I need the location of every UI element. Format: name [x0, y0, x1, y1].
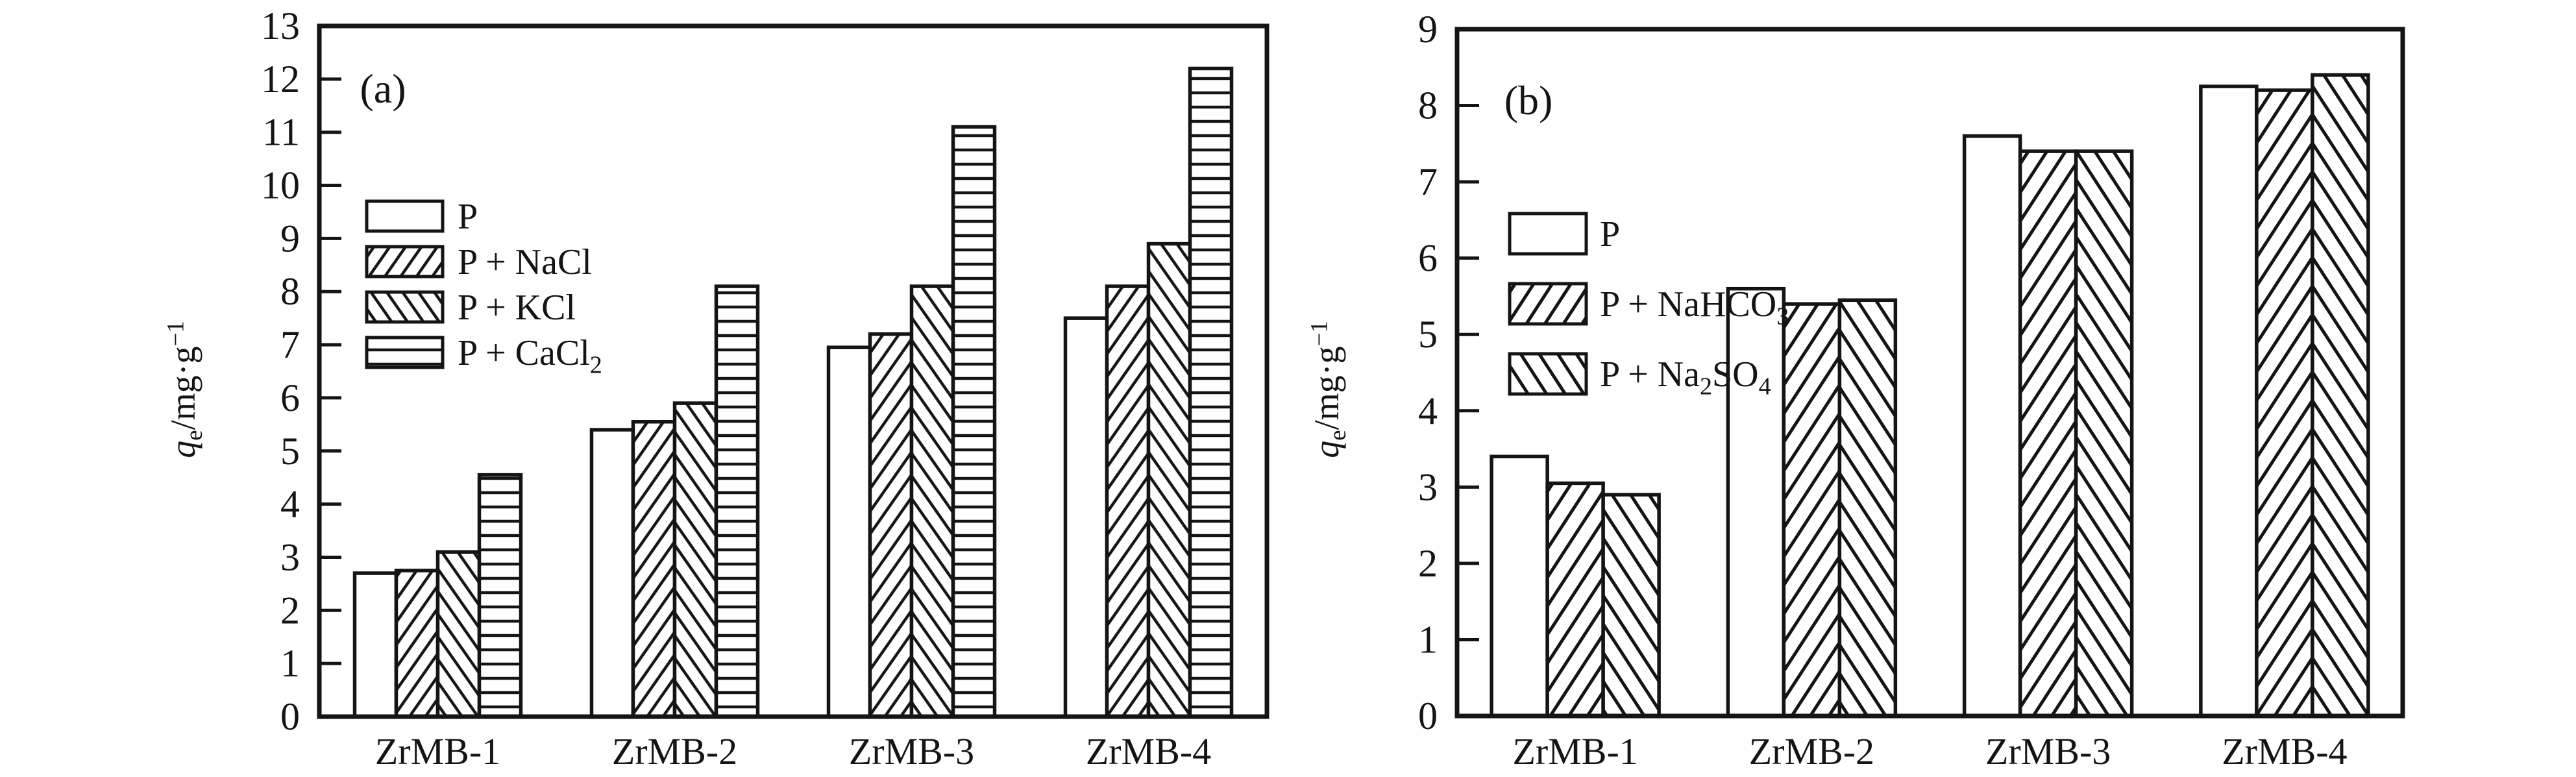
- ytick-label-a-12: 12: [261, 58, 300, 101]
- bar-a-ZrMB-3-P: [826, 345, 872, 719]
- bar-a-ZrMB-4-PCaCl2: [1188, 66, 1234, 719]
- ytick-label-b-6: 6: [1418, 237, 1438, 280]
- bar-a-ZrMB-3-PNaCl: [868, 332, 914, 719]
- ytick-label-b-5: 5: [1418, 313, 1438, 356]
- ytick-label-b-7: 7: [1418, 160, 1438, 203]
- bar-b-ZrMB-3-P: [1962, 134, 2022, 718]
- ytick-label-a-11: 11: [262, 111, 300, 154]
- xtick-label-b-ZrMB-1: ZrMB-1: [1512, 730, 1638, 772]
- bar-a-ZrMB-1-P: [352, 571, 399, 719]
- legend-a-PNaCl-label: P + NaCl: [458, 242, 592, 282]
- ytick-label-a-0: 0: [280, 695, 300, 738]
- legend-b-PNaHCO3-swatch: [1508, 282, 1588, 326]
- bar-a-ZrMB-2-PNaCl: [631, 420, 677, 719]
- ytick-label-a-13: 13: [261, 5, 300, 47]
- bar-a-ZrMB-1-PCaCl2: [477, 473, 523, 719]
- bar-a-ZrMB-3-PKCl: [909, 284, 955, 719]
- legend-a-P-swatch: [365, 199, 445, 233]
- legend-b-PNaHCO3-label: P + NaHCO3: [1600, 284, 1789, 330]
- ytick-label-b-4: 4: [1418, 389, 1438, 432]
- bar-a-ZrMB-3-PCaCl2: [951, 125, 997, 719]
- xtick-label-a-ZrMB-4: ZrMB-4: [1086, 730, 1211, 772]
- bar-b-ZrMB-3-PNa2SO4: [2074, 149, 2134, 718]
- bar-b-ZrMB-4-P: [2199, 84, 2259, 718]
- ytick-label-a-3: 3: [280, 536, 300, 578]
- xtick-label-b-ZrMB-3: ZrMB-3: [1985, 730, 2111, 772]
- legend-a-P-label: P: [458, 197, 478, 237]
- legend-b-PNa2SO4-swatch: [1508, 352, 1588, 396]
- legend-b: P P + NaHCO3 P + Na2SO4: [1508, 212, 1789, 400]
- bar-a-ZrMB-4-PNaCl: [1105, 284, 1151, 719]
- bar-b-ZrMB-1-PNaHCO3: [1545, 481, 1605, 718]
- bar-b-ZrMB-4-PNaHCO3: [2255, 88, 2314, 718]
- legend-a-PKCl-swatch: [365, 290, 445, 324]
- bar-a-ZrMB-4-PKCl: [1146, 241, 1192, 719]
- ytick-label-a-5: 5: [280, 430, 300, 473]
- bar-a-ZrMB-1-PKCl: [435, 550, 482, 719]
- xtick-label-a-ZrMB-2: ZrMB-2: [612, 730, 737, 772]
- xtick-label-b-ZrMB-2: ZrMB-2: [1749, 730, 1874, 772]
- ytick-label-b-1: 1: [1418, 618, 1438, 661]
- ytick-label-a-10: 10: [261, 164, 300, 207]
- ytick-label-a-2: 2: [280, 589, 300, 632]
- bar-a-ZrMB-4-P: [1063, 316, 1109, 719]
- bar-b-ZrMB-2-PNaHCO3: [1782, 302, 1842, 718]
- ytick-label-a-7: 7: [280, 323, 300, 366]
- ytick-label-a-9: 9: [280, 217, 300, 260]
- ytick-label-a-1: 1: [280, 642, 300, 685]
- bar-b-ZrMB-1-PNa2SO4: [1601, 493, 1661, 718]
- bar-a-ZrMB-2-PCaCl2: [714, 284, 760, 719]
- legend-a-PKCl-label: P + KCl: [458, 288, 576, 328]
- ytick-label-a-4: 4: [280, 483, 300, 526]
- bar-b-ZrMB-1-P: [1490, 454, 1549, 718]
- legend-b-PNa2SO4-label: P + Na2SO4: [1600, 354, 1771, 400]
- ytick-label-a-6: 6: [280, 376, 300, 419]
- bar-a-ZrMB-1-PNaCl: [394, 569, 440, 719]
- legend-a-PCaCl2-swatch: [365, 336, 445, 369]
- bar-a-ZrMB-2-P: [589, 428, 635, 719]
- ytick-label-b-0: 0: [1418, 695, 1438, 737]
- bar-b-ZrMB-2-PNa2SO4: [1837, 298, 1898, 718]
- y-axis-label-b: qe/mg·g−1: [1306, 321, 1351, 458]
- axes-frame-a: [317, 23, 1270, 719]
- bar-b-ZrMB-2-P: [1726, 286, 1786, 718]
- bar-b-ZrMB-4-PNa2SO4: [2311, 73, 2370, 718]
- bar-b-ZrMB-3-PNaHCO3: [2018, 149, 2078, 718]
- legend-a: P P + NaCl P + KCl P + CaCl2: [365, 197, 602, 378]
- legend-a-PNaCl-swatch: [365, 245, 445, 278]
- panel-tag-a: (a): [360, 66, 406, 112]
- legend-b-P-swatch: [1508, 212, 1588, 256]
- bar-a-ZrMB-2-PKCl: [672, 401, 718, 719]
- axes-frame-b: [1454, 27, 2405, 719]
- xtick-label-b-ZrMB-4: ZrMB-4: [2222, 730, 2347, 772]
- xtick-label-a-ZrMB-1: ZrMB-1: [375, 730, 500, 772]
- panel-b: 0 1 2 3 4 5 6 7 8 9 ZrMB-1 ZrMB-2 ZrMB-3 ZrMB-4 P P + N…: [1306, 8, 2405, 772]
- legend-a-PCaCl2-label: P + CaCl2: [458, 333, 602, 378]
- ytick-label-b-2: 2: [1418, 542, 1438, 585]
- y-axis-label-a: qe/mg·g−1: [162, 321, 207, 458]
- ytick-label-b-8: 8: [1418, 84, 1438, 127]
- legend-b-P-label: P: [1600, 214, 1620, 254]
- ytick-label-a-8: 8: [280, 270, 300, 313]
- panel-tag-b: (b): [1504, 77, 1553, 123]
- ytick-label-b-9: 9: [1418, 8, 1438, 51]
- ytick-label-b-3: 3: [1418, 465, 1438, 508]
- xtick-label-a-ZrMB-3: ZrMB-3: [849, 730, 974, 772]
